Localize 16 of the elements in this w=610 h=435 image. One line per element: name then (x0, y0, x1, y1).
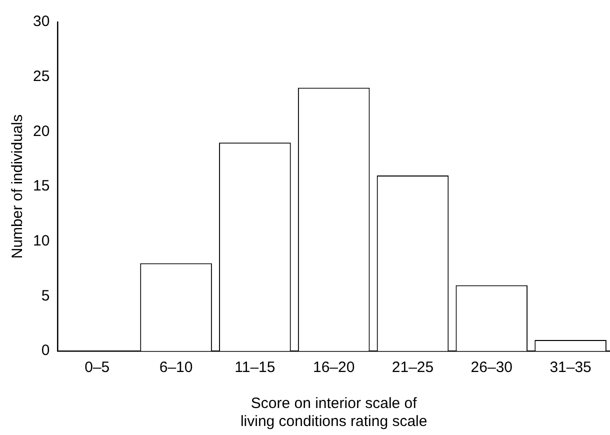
y-tick-label: 25 (32, 68, 50, 85)
y-axis-title: Number of individuals (9, 114, 26, 259)
y-tick-label: 10 (32, 232, 50, 250)
y-tick-label: 5 (41, 287, 50, 304)
x-tick-label: 16–20 (312, 359, 355, 376)
y-tick-label: 15 (32, 178, 50, 195)
y-tick-label: 0 (41, 342, 50, 360)
x-tick-label: 0–5 (84, 359, 110, 376)
y-tick-label: 20 (32, 122, 50, 140)
x-tick-label: 11–15 (234, 359, 276, 376)
y-tick-label: 30 (32, 13, 50, 30)
x-tick-label: 31–35 (550, 359, 592, 376)
x-axis-title: Score on interior scale of living conditions rating scale (240, 395, 428, 430)
x-tick-label: 6–10 (159, 359, 193, 376)
x-tick-label: 26–30 (470, 359, 513, 376)
x-tick-label: 21–25 (392, 359, 434, 376)
